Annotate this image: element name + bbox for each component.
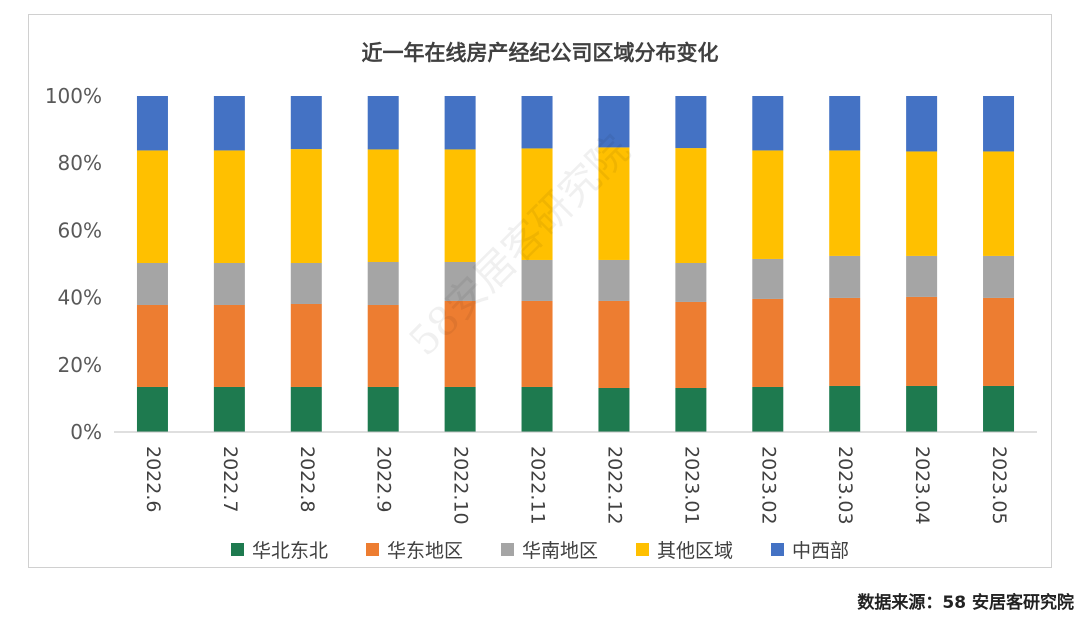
bar-segment xyxy=(213,96,245,151)
chart-legend: 华北东北 华东地区 华南地区 其他区域 中西部 xyxy=(29,536,1051,563)
bar-segment xyxy=(213,262,245,305)
bar-segment xyxy=(752,150,784,259)
bar-segment xyxy=(367,149,399,262)
bar-segment xyxy=(290,386,322,432)
legend-item: 华东地区 xyxy=(365,536,463,563)
bar-segment xyxy=(367,96,399,150)
legend-swatch xyxy=(500,543,514,556)
bar-segment xyxy=(983,151,1015,256)
bar-segment xyxy=(367,261,399,305)
bar-segment xyxy=(521,386,553,432)
bar-segment xyxy=(598,147,630,260)
x-tick-label: 2023.02 xyxy=(757,446,779,525)
bar-segment xyxy=(444,96,476,150)
legend-item: 中西部 xyxy=(771,536,849,563)
x-tick-label: 2022.6 xyxy=(142,446,164,512)
bar-segment xyxy=(521,148,553,260)
bar-segment xyxy=(829,96,861,151)
bar-segment xyxy=(598,259,630,301)
y-tick-label: 0% xyxy=(70,420,102,444)
bar-segment xyxy=(367,304,399,387)
x-tick-label: 2023.04 xyxy=(911,446,933,525)
bar-segment xyxy=(752,298,784,387)
bar-segment xyxy=(444,386,476,432)
bar-segment xyxy=(136,304,168,387)
legend-swatch xyxy=(636,543,649,556)
chart-title: 近一年在线房产经纪公司区域分布变化 xyxy=(361,41,719,65)
y-tick-label: 60% xyxy=(58,218,102,242)
y-tick-label: 20% xyxy=(58,353,102,377)
legend-swatch xyxy=(365,543,379,556)
chart-frame: 近一年在线房产经纪公司区域分布变化 0% 20% 40% 60% 80% 100% 2022… xyxy=(28,14,1052,568)
legend-item: 华南地区 xyxy=(500,536,598,563)
bar-segment xyxy=(444,300,476,387)
bar-segment xyxy=(983,385,1015,432)
bar-segment xyxy=(675,387,707,432)
bar-segment xyxy=(290,96,322,150)
bar-segment xyxy=(213,304,245,387)
legend-label: 华南地区 xyxy=(521,540,598,562)
bar-segment xyxy=(290,303,322,387)
legend-label: 华东地区 xyxy=(386,540,463,562)
x-tick-label: 2023.05 xyxy=(988,446,1010,525)
bar-segment xyxy=(829,150,861,256)
bar-segment xyxy=(675,96,707,149)
bar-segment xyxy=(213,150,245,263)
bar-segment xyxy=(598,300,630,388)
bar-segment xyxy=(213,386,245,432)
bar-segment xyxy=(521,300,553,387)
bar-segment xyxy=(829,255,861,298)
legend-swatch xyxy=(771,543,785,556)
x-tick-label: 2022.10 xyxy=(450,446,472,525)
bar-segment xyxy=(906,296,938,386)
legend-label: 中西部 xyxy=(792,540,850,562)
chart-plot: 0% 20% 40% 60% 80% 100% 2022.6 2022.7 2022.8 2022… xyxy=(45,84,1037,525)
legend-item: 华北东北 xyxy=(230,536,328,563)
bar-segment xyxy=(598,96,630,148)
bar-segment xyxy=(444,149,476,262)
bar-segment xyxy=(136,262,168,305)
legend-label: 华北东北 xyxy=(251,540,328,562)
bar-segment xyxy=(906,255,938,297)
x-tick-label: 2022.7 xyxy=(219,446,241,512)
x-tick-label: 2022.9 xyxy=(373,446,395,512)
bar-segment xyxy=(752,386,784,432)
x-tick-label: 2023.03 xyxy=(834,446,856,525)
bar-segment xyxy=(136,150,168,263)
bar-segment xyxy=(675,262,707,302)
bar-segment xyxy=(829,385,861,432)
bar-segment xyxy=(367,386,399,432)
bar-segment xyxy=(521,96,553,149)
x-tick-label: 2022.12 xyxy=(603,446,625,525)
legend-label: 其他区域 xyxy=(657,540,734,562)
bar-segment xyxy=(136,96,168,151)
x-tick-label: 2022.8 xyxy=(296,446,318,512)
x-tick-label: 2022.11 xyxy=(527,446,549,525)
bar-segment xyxy=(752,96,784,151)
bar-segment xyxy=(829,297,861,386)
y-tick-label: 40% xyxy=(58,286,102,310)
bar-segment xyxy=(521,259,553,301)
bar-segment xyxy=(290,262,322,304)
bar-segment xyxy=(752,258,784,299)
bar-segment xyxy=(906,385,938,432)
bar-segment xyxy=(290,149,322,263)
bar-segment xyxy=(675,301,707,388)
x-tick-label: 2023.01 xyxy=(680,446,702,525)
source-note: 数据来源：58 安居客研究院 xyxy=(857,593,1074,613)
bar-segment xyxy=(136,386,168,432)
bar-segment xyxy=(906,151,938,256)
y-tick-label: 100% xyxy=(45,84,102,108)
bar-segment xyxy=(983,297,1015,386)
bar-segment xyxy=(675,148,707,263)
bar-segment xyxy=(983,96,1015,152)
y-tick-label: 80% xyxy=(58,151,102,175)
legend-swatch xyxy=(230,543,244,556)
legend-item: 其他区域 xyxy=(636,536,733,563)
bar-segment xyxy=(983,255,1015,298)
bar-segment xyxy=(906,96,938,152)
bar-segment xyxy=(444,261,476,301)
bar-segment xyxy=(598,387,630,432)
